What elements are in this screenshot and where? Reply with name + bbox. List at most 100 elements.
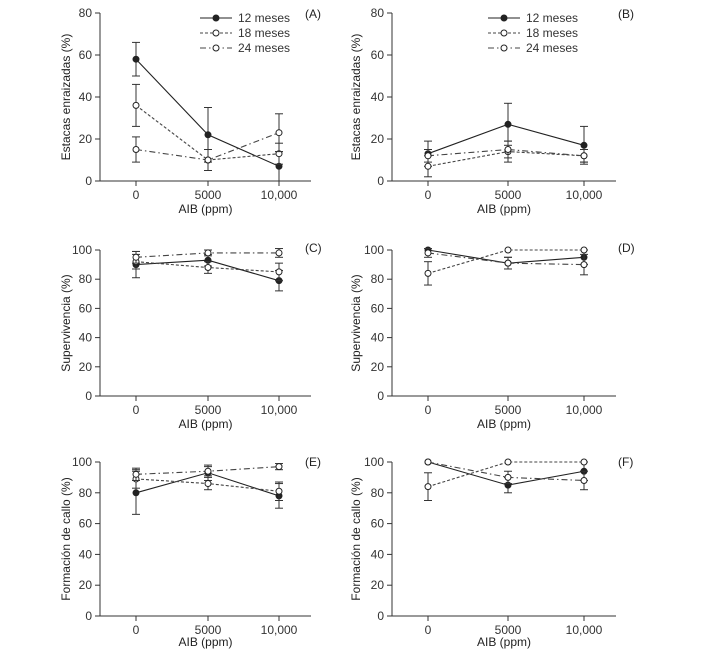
y-tick-label: 80 xyxy=(79,272,93,286)
series-24-meses xyxy=(132,248,283,264)
open-circle-marker xyxy=(580,152,588,160)
open-circle-marker xyxy=(580,246,588,254)
series-line xyxy=(427,249,584,274)
series-18-meses xyxy=(424,246,588,286)
open-circle-marker xyxy=(424,458,432,466)
open-circle-marker xyxy=(580,458,588,466)
y-tick-label: 0 xyxy=(377,389,384,403)
x-tick-label: 10,000 xyxy=(566,623,603,637)
filled-circle-marker xyxy=(132,55,140,63)
x-axis-title: AIB (ppm) xyxy=(477,417,531,431)
open-circle-marker xyxy=(204,480,212,488)
y-tick-label: 80 xyxy=(79,486,93,500)
x-tick-label: 10,000 xyxy=(566,403,603,417)
y-tick-label: 80 xyxy=(371,486,385,500)
x-tick-label: 0 xyxy=(425,403,432,417)
series-line xyxy=(427,461,584,488)
panel-b: 0 20 40 60 80 0 5000 10,000 AIB (ppm) Estacas enr… xyxy=(349,6,634,216)
open-circle-marker xyxy=(504,246,512,254)
y-tick-label: 0 xyxy=(377,609,384,623)
open-circle-marker xyxy=(504,473,512,481)
x-tick-label: 5000 xyxy=(495,403,522,417)
y-tick-label: 20 xyxy=(79,360,93,374)
series-24-meses xyxy=(424,140,588,163)
y-tick-label: 40 xyxy=(371,331,385,345)
y-tick-label: 60 xyxy=(371,48,385,62)
y-tick-label: 60 xyxy=(79,301,93,315)
y-tick-label: 0 xyxy=(85,389,92,403)
open-circle-marker xyxy=(275,129,283,137)
open-circle-marker xyxy=(275,249,283,257)
open-circle-marker xyxy=(132,470,140,478)
y-tick-label: 60 xyxy=(79,48,93,62)
panel-label: (A) xyxy=(305,7,321,21)
x-axis-title: AIB (ppm) xyxy=(178,417,232,431)
x-tick-label: 10,000 xyxy=(261,403,298,417)
y-tick-label: 20 xyxy=(79,132,93,146)
y-axis-title: Estacas enraizadas (%) xyxy=(349,34,363,161)
open-circle-marker xyxy=(424,269,432,277)
x-tick-label: 0 xyxy=(425,623,432,637)
open-circle-marker xyxy=(580,261,588,269)
series-24-meses xyxy=(424,458,588,491)
y-tick-label: 100 xyxy=(72,243,92,257)
y-axis-title: Estacas enraizadas (%) xyxy=(59,34,73,161)
filled-circle-marker xyxy=(580,141,588,149)
open-circle-marker xyxy=(204,249,212,257)
series-18-meses xyxy=(424,458,588,501)
open-circle-marker xyxy=(275,463,283,471)
panel-a: 0 20 40 60 80 0 5000 10,000 AIB (ppm) Estacas enr… xyxy=(59,6,321,216)
y-tick-label: 80 xyxy=(79,6,93,20)
open-circle-marker xyxy=(504,146,512,153)
legend-label: 24 meses xyxy=(238,41,290,55)
legend-marker xyxy=(500,29,508,37)
legend-marker xyxy=(212,14,220,22)
y-tick-label: 20 xyxy=(79,578,93,592)
x-tick-label: 0 xyxy=(133,188,140,202)
x-tick-label: 10,000 xyxy=(261,623,298,637)
y-tick-label: 40 xyxy=(371,547,385,561)
panel-label: (F) xyxy=(618,455,633,469)
y-tick-label: 100 xyxy=(364,243,384,257)
legend-label: 18 meses xyxy=(238,26,290,40)
x-axis-title: AIB (ppm) xyxy=(178,202,232,216)
y-tick-label: 80 xyxy=(371,272,385,286)
panel-label: (C) xyxy=(305,241,322,255)
panel-c: 0 20 40 60 80 100 0 5000 10,000 AIB (ppm) Superviv… xyxy=(59,241,322,431)
legend-marker xyxy=(212,44,220,52)
y-axis-title: Formación de callo (%) xyxy=(349,477,363,600)
panel-label: (E) xyxy=(305,455,321,469)
y-axis-title: Supervivencia (%) xyxy=(349,274,363,371)
y-tick-label: 20 xyxy=(371,578,385,592)
open-circle-marker xyxy=(424,483,432,491)
open-circle-marker xyxy=(132,253,140,261)
x-tick-label: 5000 xyxy=(195,403,222,417)
series-24-meses xyxy=(424,248,588,276)
legend-label: 12 meses xyxy=(526,11,578,25)
legend-label: 24 meses xyxy=(526,41,578,55)
open-circle-marker xyxy=(424,162,432,170)
open-circle-marker xyxy=(132,101,140,109)
x-tick-label: 10,000 xyxy=(566,188,603,202)
open-circle-marker xyxy=(132,146,140,153)
legend-label: 18 meses xyxy=(526,26,578,40)
y-axis-title: Formación de callo (%) xyxy=(59,477,73,600)
filled-circle-marker xyxy=(204,131,212,139)
legend-label: 12 meses xyxy=(238,11,290,25)
open-circle-marker xyxy=(424,152,432,160)
y-tick-label: 0 xyxy=(377,174,384,188)
legend-marker xyxy=(500,44,508,52)
y-axis-title: Supervivencia (%) xyxy=(59,274,73,371)
open-circle-marker xyxy=(580,476,588,484)
filled-circle-marker xyxy=(504,120,512,128)
filled-circle-marker xyxy=(132,489,140,497)
open-circle-marker xyxy=(275,268,283,276)
x-tick-label: 5000 xyxy=(195,623,222,637)
open-circle-marker xyxy=(204,264,212,272)
y-tick-label: 40 xyxy=(79,547,93,561)
open-circle-marker xyxy=(424,249,432,257)
x-tick-label: 0 xyxy=(133,403,140,417)
panel-f: 0 20 40 60 80 100 0 5000 10,000 AIB (ppm) Formació… xyxy=(349,455,633,649)
